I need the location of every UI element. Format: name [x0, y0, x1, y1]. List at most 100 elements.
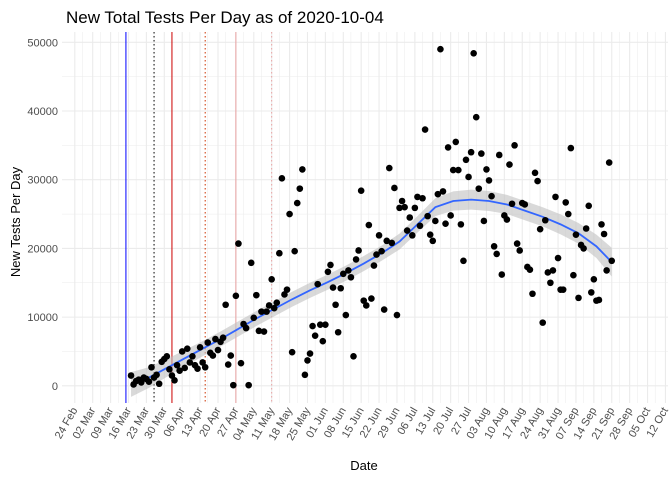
data-point	[222, 301, 229, 309]
data-point	[552, 193, 559, 201]
data-point	[531, 169, 539, 177]
data-point	[493, 250, 500, 258]
data-point	[247, 259, 255, 267]
data-point	[470, 50, 477, 57]
data-point	[232, 292, 240, 300]
data-point	[237, 359, 245, 367]
data-point	[173, 361, 181, 369]
data-point	[472, 113, 480, 121]
data-point	[449, 166, 457, 174]
data-point	[278, 175, 286, 182]
data-point	[424, 212, 431, 220]
data-point	[539, 319, 547, 326]
data-point	[554, 254, 562, 262]
data-point	[357, 187, 365, 195]
data-point	[368, 295, 375, 302]
data-point	[250, 314, 258, 322]
data-point	[401, 203, 408, 211]
data-point	[513, 240, 521, 247]
data-point	[467, 148, 475, 156]
data-point	[155, 380, 163, 388]
data-point	[288, 348, 296, 356]
data-point	[324, 268, 332, 276]
data-point	[478, 150, 485, 157]
data-point	[547, 279, 554, 287]
data-point	[214, 346, 222, 354]
data-point	[391, 184, 398, 192]
data-point	[406, 214, 414, 221]
data-point	[603, 267, 610, 274]
data-point	[181, 364, 189, 372]
data-point	[587, 289, 595, 296]
data-point	[171, 377, 178, 384]
data-point	[521, 201, 529, 208]
data-point	[306, 350, 314, 357]
data-point	[304, 357, 311, 364]
data-point	[314, 280, 322, 288]
data-point	[564, 210, 572, 218]
gridlines	[62, 32, 668, 403]
data-point	[204, 339, 212, 346]
smooth-line-layer	[130, 198, 613, 386]
data-point	[334, 328, 342, 336]
data-point	[393, 311, 401, 319]
y-axis-title: New Tests Per Day	[8, 166, 23, 277]
data-point	[268, 276, 275, 283]
y-tick-label: 40000	[27, 106, 58, 118]
data-point	[212, 335, 219, 343]
data-point	[186, 359, 194, 366]
data-point	[263, 308, 270, 315]
data-point	[242, 324, 250, 332]
data-point	[575, 294, 582, 302]
data-point	[383, 237, 391, 245]
data-point	[385, 164, 393, 172]
data-point	[127, 372, 135, 379]
data-point	[260, 328, 268, 335]
data-point	[398, 197, 406, 205]
data-point	[227, 352, 235, 359]
data-point	[362, 302, 370, 309]
data-point	[544, 269, 552, 276]
data-point	[488, 192, 495, 200]
data-point	[447, 212, 454, 219]
data-point	[409, 232, 416, 239]
data-point	[388, 239, 396, 247]
data-point	[345, 267, 352, 274]
data-point	[511, 142, 518, 149]
data-point	[444, 144, 452, 151]
data-point	[145, 378, 153, 386]
data-point	[291, 247, 298, 255]
data-point	[329, 284, 337, 291]
data-point	[258, 308, 265, 315]
data-point	[437, 45, 444, 53]
data-point	[370, 262, 378, 269]
data-point	[585, 202, 593, 210]
data-point	[608, 257, 616, 265]
data-point	[457, 221, 465, 228]
data-point	[276, 249, 283, 257]
data-point	[178, 348, 186, 355]
data-point	[224, 361, 232, 368]
data-point	[309, 322, 316, 330]
smooth-trend-line	[130, 198, 613, 386]
data-point	[490, 243, 498, 250]
data-point	[432, 217, 439, 225]
data-point	[403, 227, 411, 234]
data-point	[421, 126, 429, 133]
data-point	[434, 190, 442, 198]
data-point	[516, 247, 523, 254]
data-point	[419, 194, 426, 202]
data-point	[209, 352, 217, 359]
data-point	[283, 286, 291, 293]
data-point	[580, 245, 587, 252]
data-point	[316, 321, 324, 328]
data-point	[375, 232, 383, 239]
data-point	[273, 299, 281, 306]
data-point	[590, 276, 598, 283]
data-point	[301, 371, 309, 379]
data-point	[245, 381, 252, 389]
data-point	[235, 240, 242, 247]
data-point	[319, 337, 327, 345]
